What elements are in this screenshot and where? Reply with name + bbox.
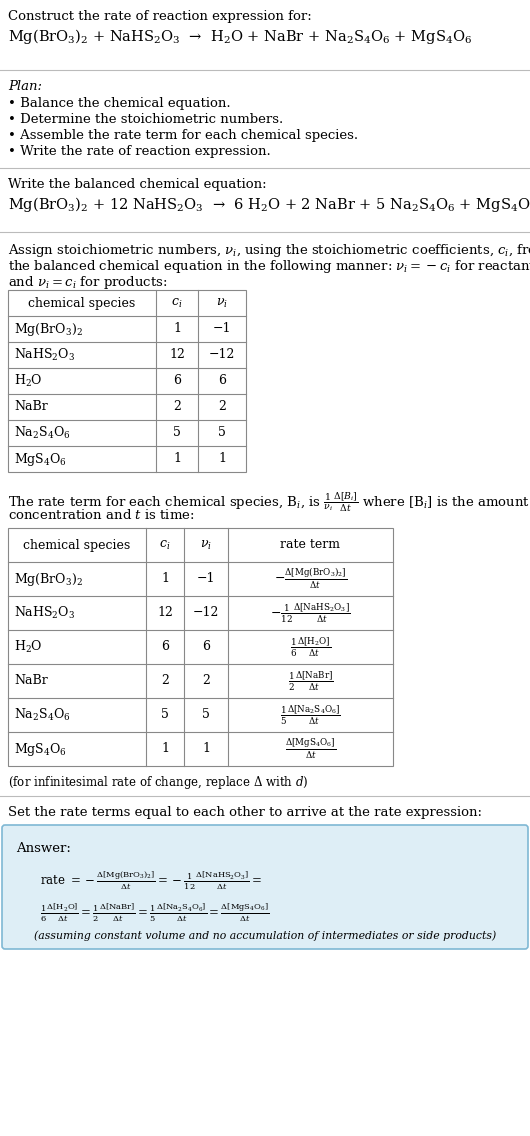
Text: NaHS$_2$O$_3$: NaHS$_2$O$_3$ bbox=[14, 346, 75, 364]
Text: • Assemble the rate term for each chemical species.: • Assemble the rate term for each chemic… bbox=[8, 130, 358, 142]
Text: 5: 5 bbox=[173, 426, 181, 440]
Text: 1: 1 bbox=[161, 743, 169, 755]
Text: 2: 2 bbox=[161, 675, 169, 687]
Bar bbox=[8, 528, 393, 766]
Text: NaHS$_2$O$_3$: NaHS$_2$O$_3$ bbox=[14, 605, 75, 621]
Text: Plan:: Plan: bbox=[8, 80, 42, 93]
Text: 1: 1 bbox=[218, 452, 226, 466]
Text: −1: −1 bbox=[197, 573, 215, 585]
Text: 1: 1 bbox=[202, 743, 210, 755]
Text: $\nu_i$: $\nu_i$ bbox=[200, 538, 212, 552]
Text: 1: 1 bbox=[173, 452, 181, 466]
Text: 1: 1 bbox=[161, 573, 169, 585]
Text: 2: 2 bbox=[218, 401, 226, 414]
Text: NaBr: NaBr bbox=[14, 675, 48, 687]
Text: Mg(BrO$_3$)$_2$ + NaHS$_2$O$_3$  →  H$_2$O + NaBr + Na$_2$S$_4$O$_6$ + MgS$_4$O$: Mg(BrO$_3$)$_2$ + NaHS$_2$O$_3$ → H$_2$O… bbox=[8, 27, 472, 45]
Text: MgS$_4$O$_6$: MgS$_4$O$_6$ bbox=[14, 741, 67, 758]
Text: (assuming constant volume and no accumulation of intermediates or side products): (assuming constant volume and no accumul… bbox=[34, 930, 496, 941]
Text: −12: −12 bbox=[209, 349, 235, 361]
Text: • Balance the chemical equation.: • Balance the chemical equation. bbox=[8, 97, 231, 110]
Text: $-\frac{\Delta[\mathrm{Mg(BrO_3)_2}]}{\Delta t}$: $-\frac{\Delta[\mathrm{Mg(BrO_3)_2}]}{\D… bbox=[274, 567, 347, 591]
Text: MgS$_4$O$_6$: MgS$_4$O$_6$ bbox=[14, 451, 67, 468]
Text: 6: 6 bbox=[202, 641, 210, 653]
Text: $c_i$: $c_i$ bbox=[171, 296, 183, 309]
Text: Na$_2$S$_4$O$_6$: Na$_2$S$_4$O$_6$ bbox=[14, 425, 70, 441]
Text: chemical species: chemical species bbox=[29, 296, 136, 309]
Text: Mg(BrO$_3$)$_2$ + 12 NaHS$_2$O$_3$  →  6 H$_2$O + 2 NaBr + 5 Na$_2$S$_4$O$_6$ + : Mg(BrO$_3$)$_2$ + 12 NaHS$_2$O$_3$ → 6 H… bbox=[8, 195, 530, 214]
Text: Set the rate terms equal to each other to arrive at the rate expression:: Set the rate terms equal to each other t… bbox=[8, 807, 482, 819]
Text: $-\frac{1}{12}\frac{\Delta[\mathrm{NaHS_2O_3}]}{\Delta t}$: $-\frac{1}{12}\frac{\Delta[\mathrm{NaHS_… bbox=[270, 601, 351, 625]
Text: 6: 6 bbox=[218, 375, 226, 387]
Text: Mg(BrO$_3$)$_2$: Mg(BrO$_3$)$_2$ bbox=[14, 320, 83, 337]
Text: Na$_2$S$_4$O$_6$: Na$_2$S$_4$O$_6$ bbox=[14, 707, 70, 722]
Text: the balanced chemical equation in the following manner: $\nu_i = -c_i$ for react: the balanced chemical equation in the fo… bbox=[8, 258, 530, 275]
Text: $\frac{1}{5}\frac{\Delta[\mathrm{Na_2S_4O_6}]}{\Delta t}$: $\frac{1}{5}\frac{\Delta[\mathrm{Na_2S_4… bbox=[280, 703, 341, 727]
Text: Assign stoichiometric numbers, $\nu_i$, using the stoichiometric coefficients, $: Assign stoichiometric numbers, $\nu_i$, … bbox=[8, 242, 530, 259]
Text: rate $= -\frac{\Delta[\mathrm{Mg(BrO_3)_2}]}{\Delta t} = -\frac{1}{12}\frac{\Del: rate $= -\frac{\Delta[\mathrm{Mg(BrO_3)_… bbox=[40, 868, 262, 892]
Text: −1: −1 bbox=[213, 323, 231, 335]
Text: Construct the rate of reaction expression for:: Construct the rate of reaction expressio… bbox=[8, 10, 312, 23]
Bar bbox=[8, 290, 246, 471]
Text: −12: −12 bbox=[193, 607, 219, 619]
Text: • Write the rate of reaction expression.: • Write the rate of reaction expression. bbox=[8, 145, 271, 158]
Text: 5: 5 bbox=[202, 709, 210, 721]
Text: rate term: rate term bbox=[280, 538, 340, 551]
Text: 5: 5 bbox=[161, 709, 169, 721]
Text: Mg(BrO$_3$)$_2$: Mg(BrO$_3$)$_2$ bbox=[14, 570, 83, 587]
Text: $c_i$: $c_i$ bbox=[160, 538, 171, 552]
Text: 2: 2 bbox=[202, 675, 210, 687]
Text: concentration and $t$ is time:: concentration and $t$ is time: bbox=[8, 508, 195, 523]
Text: 6: 6 bbox=[161, 641, 169, 653]
Text: $\frac{1}{6}\frac{\Delta[\mathrm{H_2O}]}{\Delta t} = \frac{1}{2}\frac{\Delta[\ma: $\frac{1}{6}\frac{\Delta[\mathrm{H_2O}]}… bbox=[40, 900, 269, 924]
Text: (for infinitesimal rate of change, replace Δ with $d$): (for infinitesimal rate of change, repla… bbox=[8, 774, 308, 791]
Text: Write the balanced chemical equation:: Write the balanced chemical equation: bbox=[8, 178, 267, 191]
Text: 12: 12 bbox=[169, 349, 185, 361]
Text: $\nu_i$: $\nu_i$ bbox=[216, 296, 228, 309]
Text: 6: 6 bbox=[173, 375, 181, 387]
Text: $\frac{1}{2}\frac{\Delta[\mathrm{NaBr}]}{\Delta t}$: $\frac{1}{2}\frac{\Delta[\mathrm{NaBr}]}… bbox=[288, 669, 333, 693]
Text: • Determine the stoichiometric numbers.: • Determine the stoichiometric numbers. bbox=[8, 112, 283, 126]
Text: Answer:: Answer: bbox=[16, 842, 71, 855]
Text: 2: 2 bbox=[173, 401, 181, 414]
Text: chemical species: chemical species bbox=[23, 538, 130, 551]
Text: 1: 1 bbox=[173, 323, 181, 335]
FancyBboxPatch shape bbox=[2, 825, 528, 949]
Text: H$_2$O: H$_2$O bbox=[14, 373, 42, 389]
Text: 5: 5 bbox=[218, 426, 226, 440]
Text: NaBr: NaBr bbox=[14, 401, 48, 414]
Text: $\frac{\Delta[\mathrm{MgS_4O_6}]}{\Delta t}$: $\frac{\Delta[\mathrm{MgS_4O_6}]}{\Delta… bbox=[285, 737, 336, 761]
Text: $\frac{1}{6}\frac{\Delta[\mathrm{H_2O}]}{\Delta t}$: $\frac{1}{6}\frac{\Delta[\mathrm{H_2O}]}… bbox=[290, 635, 331, 659]
Text: 12: 12 bbox=[157, 607, 173, 619]
Text: The rate term for each chemical species, B$_i$, is $\frac{1}{\nu_i}\frac{\Delta[: The rate term for each chemical species,… bbox=[8, 490, 530, 513]
Text: and $\nu_i = c_i$ for products:: and $\nu_i = c_i$ for products: bbox=[8, 274, 167, 291]
Text: H$_2$O: H$_2$O bbox=[14, 638, 42, 655]
